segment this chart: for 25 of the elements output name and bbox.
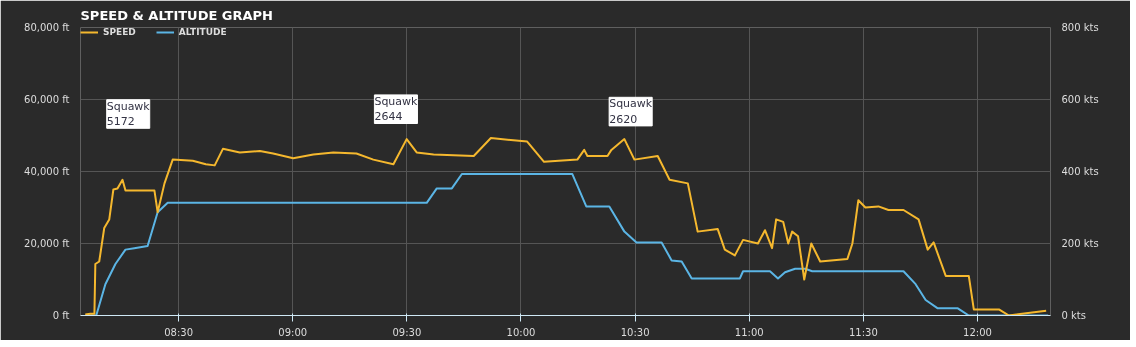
annotation: Squawk 2620 <box>609 97 653 126</box>
legend-label: SPEED <box>103 27 136 37</box>
y2-tick-label: 800 kts <box>1061 22 1099 33</box>
x-tick-label: 09:30 <box>392 326 422 338</box>
y2-tick-label: 600 kts <box>1061 94 1099 105</box>
y-tick-label: 20,000 ft <box>24 238 70 249</box>
annotation: Squawk 2644 <box>374 94 419 124</box>
x-tick-label: 09:00 <box>278 326 308 338</box>
x-tick-label: 10:00 <box>506 326 536 338</box>
line-series <box>84 137 1048 316</box>
y2-tick-label: 400 kts <box>1061 166 1099 177</box>
annotation: Squawk 5172 <box>106 99 151 129</box>
y-tick-label: 60,000 ft <box>24 94 70 105</box>
chart-title: SPEED & ALTITUDE GRAPH <box>80 7 273 23</box>
y2-tick-label: 0 kts <box>1061 310 1086 321</box>
x-tick-label: 11:00 <box>734 326 764 338</box>
y-tick-label: 0 ft <box>52 310 70 321</box>
y-tick-label: 80,000 ft <box>24 22 70 33</box>
y-tick-label: 40,000 ft <box>24 166 70 177</box>
y2-tick-label: 200 kts <box>1061 238 1099 249</box>
x-tick-label: 10:30 <box>620 326 650 338</box>
x-tick-label: 08:30 <box>164 326 194 338</box>
x-tick-label: 12:00 <box>963 326 992 338</box>
x-tick-label: 11:30 <box>848 326 878 338</box>
legend-label: ALTITUDE <box>178 27 227 37</box>
